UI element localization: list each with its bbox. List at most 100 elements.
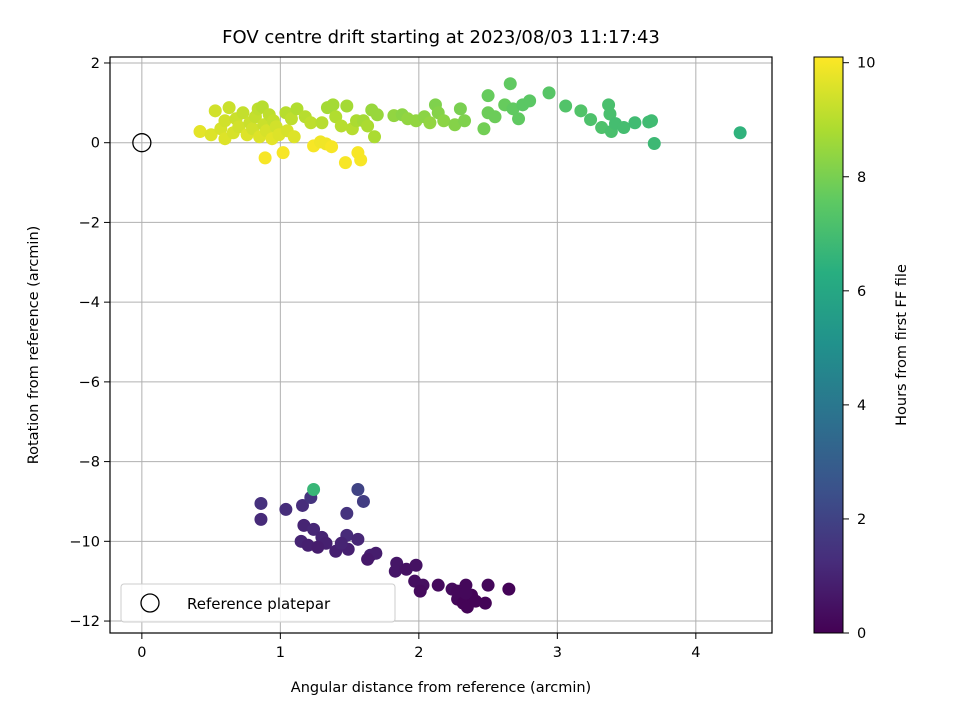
chart-title: FOV centre drift starting at 2023/08/03 … [222, 27, 660, 48]
data-point [232, 120, 246, 134]
data-point [325, 140, 339, 154]
data-point [523, 94, 537, 108]
data-point [311, 540, 325, 554]
data-point [361, 552, 375, 566]
colorbar-tick-label: 8 [857, 170, 866, 186]
grid-lines [110, 57, 772, 633]
data-point [204, 128, 218, 142]
data-point [503, 77, 517, 91]
colorbar-gradient [813, 56, 844, 634]
data-point [409, 558, 423, 572]
data-point [315, 116, 329, 130]
data-point [326, 98, 340, 112]
data-point [279, 502, 293, 516]
x-axis-ticks: 0 1 2 3 4 [137, 633, 700, 661]
data-point [603, 107, 617, 121]
data-point [236, 106, 250, 120]
data-point [647, 136, 661, 150]
data-point [388, 564, 402, 578]
y-tick-label: −8 [79, 455, 100, 471]
data-point [307, 482, 321, 496]
x-tick-label: 3 [553, 645, 562, 661]
data-point [453, 102, 467, 116]
data-point [334, 119, 348, 133]
data-point [301, 538, 315, 552]
y-axis-ticks: 2 0 −2 −4 −6 −8 −10 −12 [69, 56, 110, 630]
data-point [459, 586, 473, 600]
data-point [276, 146, 290, 160]
data-point [512, 112, 526, 126]
data-point [222, 101, 236, 115]
y-tick-label: 2 [91, 56, 100, 72]
data-points [193, 77, 747, 614]
data-point [340, 99, 354, 113]
y-tick-label: −4 [79, 295, 100, 311]
y-tick-label: −6 [79, 375, 100, 391]
data-point [423, 116, 437, 130]
plot-frame [109, 56, 773, 634]
data-point [304, 116, 318, 130]
colorbar-tick-label: 0 [857, 626, 866, 642]
colorbar-tick-label: 6 [857, 284, 866, 300]
data-point [502, 582, 516, 596]
data-point [193, 125, 207, 139]
data-point [254, 512, 268, 526]
data-point [733, 126, 747, 140]
x-tick-label: 0 [137, 645, 146, 661]
data-point [307, 522, 321, 536]
data-point [437, 114, 451, 128]
data-point [458, 114, 472, 128]
y-tick-label: −2 [79, 215, 100, 231]
data-point [478, 596, 492, 610]
data-point [340, 506, 354, 520]
data-point [368, 130, 382, 144]
y-axis-label: Rotation from reference (arcmin) [26, 226, 42, 465]
data-point [617, 121, 631, 135]
data-point [218, 114, 232, 128]
legend-box [120, 583, 396, 623]
data-point [351, 482, 365, 496]
data-point [477, 122, 491, 136]
data-point [431, 578, 445, 592]
y-tick-label: 0 [91, 136, 100, 152]
y-tick-label: −10 [69, 534, 100, 550]
data-point [254, 496, 268, 510]
data-point [481, 89, 495, 103]
data-point [574, 104, 588, 118]
legend: Reference platepar [120, 583, 396, 623]
colorbar-tick-label: 4 [857, 398, 866, 414]
legend-label-reference: Reference platepar [187, 595, 331, 613]
reference-platepar-marker [132, 133, 152, 153]
data-point [645, 114, 659, 128]
x-tick-label: 4 [691, 645, 700, 661]
data-point [284, 112, 298, 126]
data-point [296, 498, 310, 512]
data-point [356, 494, 370, 508]
x-axis-label: Angular distance from reference (arcmin) [291, 680, 591, 696]
data-point [351, 532, 365, 546]
colorbar-tick-label: 2 [857, 512, 866, 528]
colorbar-ticks: 0 2 4 6 8 10 [843, 56, 875, 642]
legend-marker-reference [140, 593, 160, 613]
data-point [559, 99, 573, 113]
x-tick-label: 1 [276, 645, 285, 661]
colorbar: 0 2 4 6 8 10 Hours from first FF file [813, 56, 910, 642]
data-point [628, 116, 642, 130]
data-point [361, 119, 375, 133]
data-point [584, 113, 598, 127]
data-point [258, 151, 272, 165]
data-point [542, 86, 556, 100]
data-point [488, 110, 502, 124]
data-point [334, 536, 348, 550]
colorbar-tick-label: 10 [857, 56, 875, 72]
data-point [208, 104, 222, 118]
colorbar-label: Hours from first FF file [894, 264, 910, 426]
data-point [338, 156, 352, 170]
data-point [469, 594, 483, 608]
data-point [290, 102, 304, 116]
x-tick-label: 2 [414, 645, 423, 661]
data-point [370, 108, 384, 122]
data-point [354, 153, 368, 167]
